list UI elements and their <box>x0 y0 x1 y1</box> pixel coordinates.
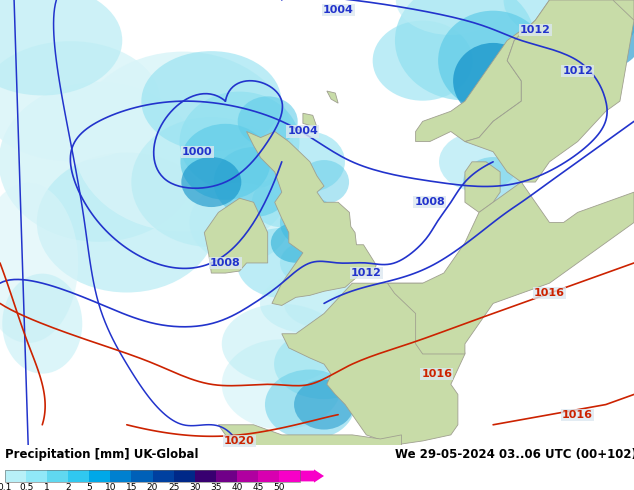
Bar <box>47 470 68 482</box>
Ellipse shape <box>214 147 294 217</box>
Ellipse shape <box>179 92 299 192</box>
Text: 1000: 1000 <box>182 147 212 157</box>
Text: 15: 15 <box>126 483 137 490</box>
Polygon shape <box>204 198 268 273</box>
Text: 1004: 1004 <box>323 5 354 15</box>
Ellipse shape <box>294 380 354 430</box>
Ellipse shape <box>280 197 340 247</box>
Ellipse shape <box>190 182 290 263</box>
Text: 10: 10 <box>105 483 116 490</box>
Ellipse shape <box>0 41 160 161</box>
Text: 20: 20 <box>147 483 158 490</box>
Bar <box>195 470 216 482</box>
Bar <box>153 470 174 482</box>
Text: 0.1: 0.1 <box>0 483 12 490</box>
Ellipse shape <box>141 51 281 151</box>
Bar <box>5 470 26 482</box>
Ellipse shape <box>181 124 271 200</box>
Bar <box>258 470 279 482</box>
Ellipse shape <box>275 132 345 192</box>
Ellipse shape <box>131 117 292 247</box>
Ellipse shape <box>73 51 293 232</box>
Ellipse shape <box>547 0 634 55</box>
Ellipse shape <box>439 132 519 192</box>
Ellipse shape <box>438 11 548 111</box>
Text: 45: 45 <box>252 483 264 490</box>
Text: 1008: 1008 <box>415 197 445 207</box>
Ellipse shape <box>3 273 82 374</box>
Text: 5: 5 <box>86 483 92 490</box>
Bar <box>279 470 300 482</box>
Ellipse shape <box>299 160 349 204</box>
Ellipse shape <box>373 21 473 100</box>
Ellipse shape <box>238 97 298 147</box>
Ellipse shape <box>222 304 342 384</box>
Ellipse shape <box>280 241 340 285</box>
Text: Precipitation [mm] UK-Global: Precipitation [mm] UK-Global <box>5 448 198 461</box>
Ellipse shape <box>0 0 122 96</box>
Ellipse shape <box>252 177 312 227</box>
Text: 40: 40 <box>231 483 242 490</box>
Polygon shape <box>416 0 634 142</box>
Text: 1: 1 <box>44 483 50 490</box>
Polygon shape <box>465 162 500 212</box>
Ellipse shape <box>284 278 364 328</box>
Polygon shape <box>327 91 338 103</box>
Polygon shape <box>387 182 634 354</box>
FancyArrow shape <box>300 469 324 483</box>
Ellipse shape <box>0 183 78 343</box>
Ellipse shape <box>453 43 533 119</box>
Ellipse shape <box>37 152 217 293</box>
Text: 1012: 1012 <box>520 25 551 35</box>
Ellipse shape <box>271 223 321 263</box>
Ellipse shape <box>181 157 242 207</box>
Text: 2: 2 <box>65 483 71 490</box>
Polygon shape <box>218 425 401 490</box>
Text: 0.5: 0.5 <box>19 483 33 490</box>
Text: 1012: 1012 <box>351 268 382 278</box>
Bar <box>236 470 258 482</box>
Text: 1016: 1016 <box>421 369 452 379</box>
Ellipse shape <box>274 329 374 399</box>
Ellipse shape <box>463 157 523 207</box>
Text: 1016: 1016 <box>562 410 593 419</box>
Text: 35: 35 <box>210 483 221 490</box>
Ellipse shape <box>236 228 327 298</box>
Text: 1008: 1008 <box>210 258 241 268</box>
Polygon shape <box>303 113 317 127</box>
Text: We 29-05-2024 03..06 UTC (00+102): We 29-05-2024 03..06 UTC (00+102) <box>395 448 634 461</box>
Ellipse shape <box>395 0 535 100</box>
Ellipse shape <box>396 0 506 35</box>
Text: 50: 50 <box>273 483 285 490</box>
Bar <box>5 470 300 482</box>
Bar <box>68 470 89 482</box>
Text: 1016: 1016 <box>534 288 565 298</box>
Text: 1004: 1004 <box>287 126 318 137</box>
Ellipse shape <box>260 273 360 333</box>
Ellipse shape <box>222 339 342 429</box>
Bar <box>216 470 236 482</box>
Text: 1020: 1020 <box>224 436 255 446</box>
Bar <box>110 470 131 482</box>
Bar <box>89 470 110 482</box>
Polygon shape <box>281 283 465 445</box>
Ellipse shape <box>503 0 624 40</box>
Text: 1012: 1012 <box>562 66 593 76</box>
Bar <box>26 470 47 482</box>
Text: 30: 30 <box>189 483 200 490</box>
Polygon shape <box>247 131 376 305</box>
Ellipse shape <box>332 283 401 323</box>
Ellipse shape <box>265 369 355 440</box>
Polygon shape <box>465 0 634 182</box>
Ellipse shape <box>0 82 198 242</box>
Text: 25: 25 <box>168 483 179 490</box>
Ellipse shape <box>571 12 634 69</box>
Bar <box>174 470 195 482</box>
Ellipse shape <box>477 73 537 129</box>
Bar <box>131 470 153 482</box>
